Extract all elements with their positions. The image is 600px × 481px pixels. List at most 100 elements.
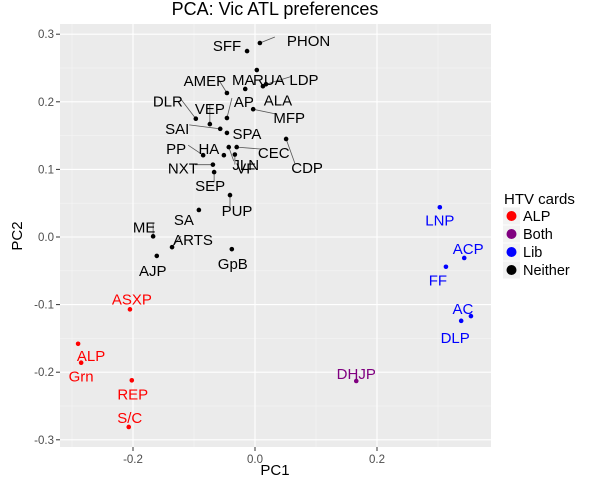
point-label: ASXP — [112, 291, 152, 308]
point-pp — [200, 152, 206, 158]
point-label: AMEP — [184, 73, 227, 90]
grid — [60, 24, 491, 447]
label-connector — [259, 36, 276, 44]
point-ap — [224, 115, 230, 121]
point-label: PHON — [287, 33, 330, 50]
y-tick-label: 0.3 — [38, 29, 54, 41]
point-label: FF — [429, 273, 447, 290]
point-acp — [461, 255, 467, 261]
point-rua — [254, 67, 260, 73]
legend-label: ALP — [523, 209, 550, 225]
point-ma — [242, 86, 248, 92]
point-label: ALP — [77, 348, 105, 365]
point-ala — [260, 83, 266, 89]
point-label: DLP — [441, 330, 470, 347]
point-label: MA — [232, 72, 255, 89]
label-connectors — [152, 36, 296, 248]
point-amep — [224, 90, 230, 96]
point-lnp — [437, 204, 443, 210]
point-label: SEP — [195, 178, 225, 195]
point-me — [150, 234, 156, 239]
legend-title: HTV cards — [504, 191, 575, 208]
point-label: MFP — [273, 110, 305, 127]
point-label: S/C — [117, 410, 142, 427]
point-arts — [169, 244, 175, 250]
point-ha — [221, 152, 227, 158]
point-label: ALA — [264, 92, 292, 109]
legend-key-alp — [506, 211, 517, 221]
point-gpb — [229, 246, 235, 252]
point-cec — [234, 144, 239, 150]
y-tick-label: -0.3 — [34, 435, 54, 447]
legend-key-neither — [506, 265, 517, 275]
point-phon — [257, 40, 263, 46]
legend: HTV cards ALP Both Lib Neither — [503, 191, 575, 279]
legend-key-lib — [506, 247, 517, 257]
point-vf — [232, 152, 238, 157]
point-alp — [75, 341, 81, 347]
chart-title: PCA: Vic ATL preferences — [172, 0, 379, 19]
point-ajp — [154, 253, 160, 259]
point-sa — [196, 207, 202, 213]
point-label: ARTS — [173, 232, 213, 249]
label-connector — [171, 235, 182, 248]
legend-key-both — [506, 229, 517, 239]
point-label: LDP — [289, 72, 318, 89]
point-label: RUA — [253, 72, 285, 89]
data-points — [75, 40, 474, 430]
label-connector — [285, 138, 296, 165]
y-axis-title: PC2 — [9, 221, 26, 250]
point-label: SFF — [213, 38, 241, 55]
label-connector — [226, 97, 233, 119]
point-label: DHJP — [337, 366, 376, 383]
point-mfp — [250, 106, 256, 112]
point-label: CEC — [258, 145, 290, 162]
x-tick-label: 0.0 — [247, 454, 263, 466]
point-sff — [244, 48, 250, 54]
point-dhjp — [353, 378, 359, 384]
point-s-c — [126, 424, 132, 430]
legend-label: Lib — [523, 245, 542, 261]
point-pup — [227, 192, 233, 198]
label-connector — [265, 75, 293, 85]
label-connector — [253, 108, 278, 115]
point-label: REP — [117, 386, 148, 403]
legend-label: Neither — [523, 263, 570, 279]
point-sep — [211, 169, 217, 175]
point-cdp — [283, 136, 289, 142]
y-tick-label: 0.0 — [38, 232, 54, 244]
point-label: PP — [166, 141, 186, 158]
point-ff — [443, 264, 449, 270]
point-label: VF — [236, 161, 255, 178]
point-label: AC — [453, 301, 474, 318]
point-label: VEP — [195, 101, 225, 118]
point-asxp — [127, 307, 133, 312]
label-connector — [236, 146, 262, 150]
point-jln — [226, 144, 232, 150]
point-spa — [224, 130, 230, 136]
label-connector — [187, 144, 204, 156]
point-rep — [129, 378, 135, 383]
point-label: Grn — [69, 369, 94, 386]
x-tick-label: -0.2 — [123, 454, 143, 466]
point-label: NXT — [168, 161, 198, 178]
axis-ticks: -0.2 0.0 0.2 -0.3 -0.2 -0.1 0.0 0.1 0.2 0.3 — [34, 29, 385, 466]
legend-label: Both — [523, 227, 553, 243]
point-label: SA — [174, 212, 194, 229]
point-nxt — [210, 162, 216, 167]
point-label: GpB — [218, 256, 248, 273]
point-labels: PHON SFF RUA LDP ALA MA AMEP MFP AP DLR VEP SAI SPA C… — [69, 33, 484, 427]
point-label: DLR — [153, 94, 183, 111]
label-connector — [179, 97, 197, 119]
point-dlr — [193, 116, 199, 121]
y-tick-label: 0.2 — [38, 97, 54, 109]
y-tick-label: -0.2 — [34, 367, 54, 379]
point-vep — [207, 121, 213, 127]
y-tick-label: 0.1 — [38, 164, 54, 176]
point-sai — [217, 126, 223, 132]
point-label: SPA — [232, 126, 261, 143]
label-connector — [189, 124, 221, 130]
point-ac — [468, 313, 474, 319]
label-connector — [228, 146, 235, 162]
